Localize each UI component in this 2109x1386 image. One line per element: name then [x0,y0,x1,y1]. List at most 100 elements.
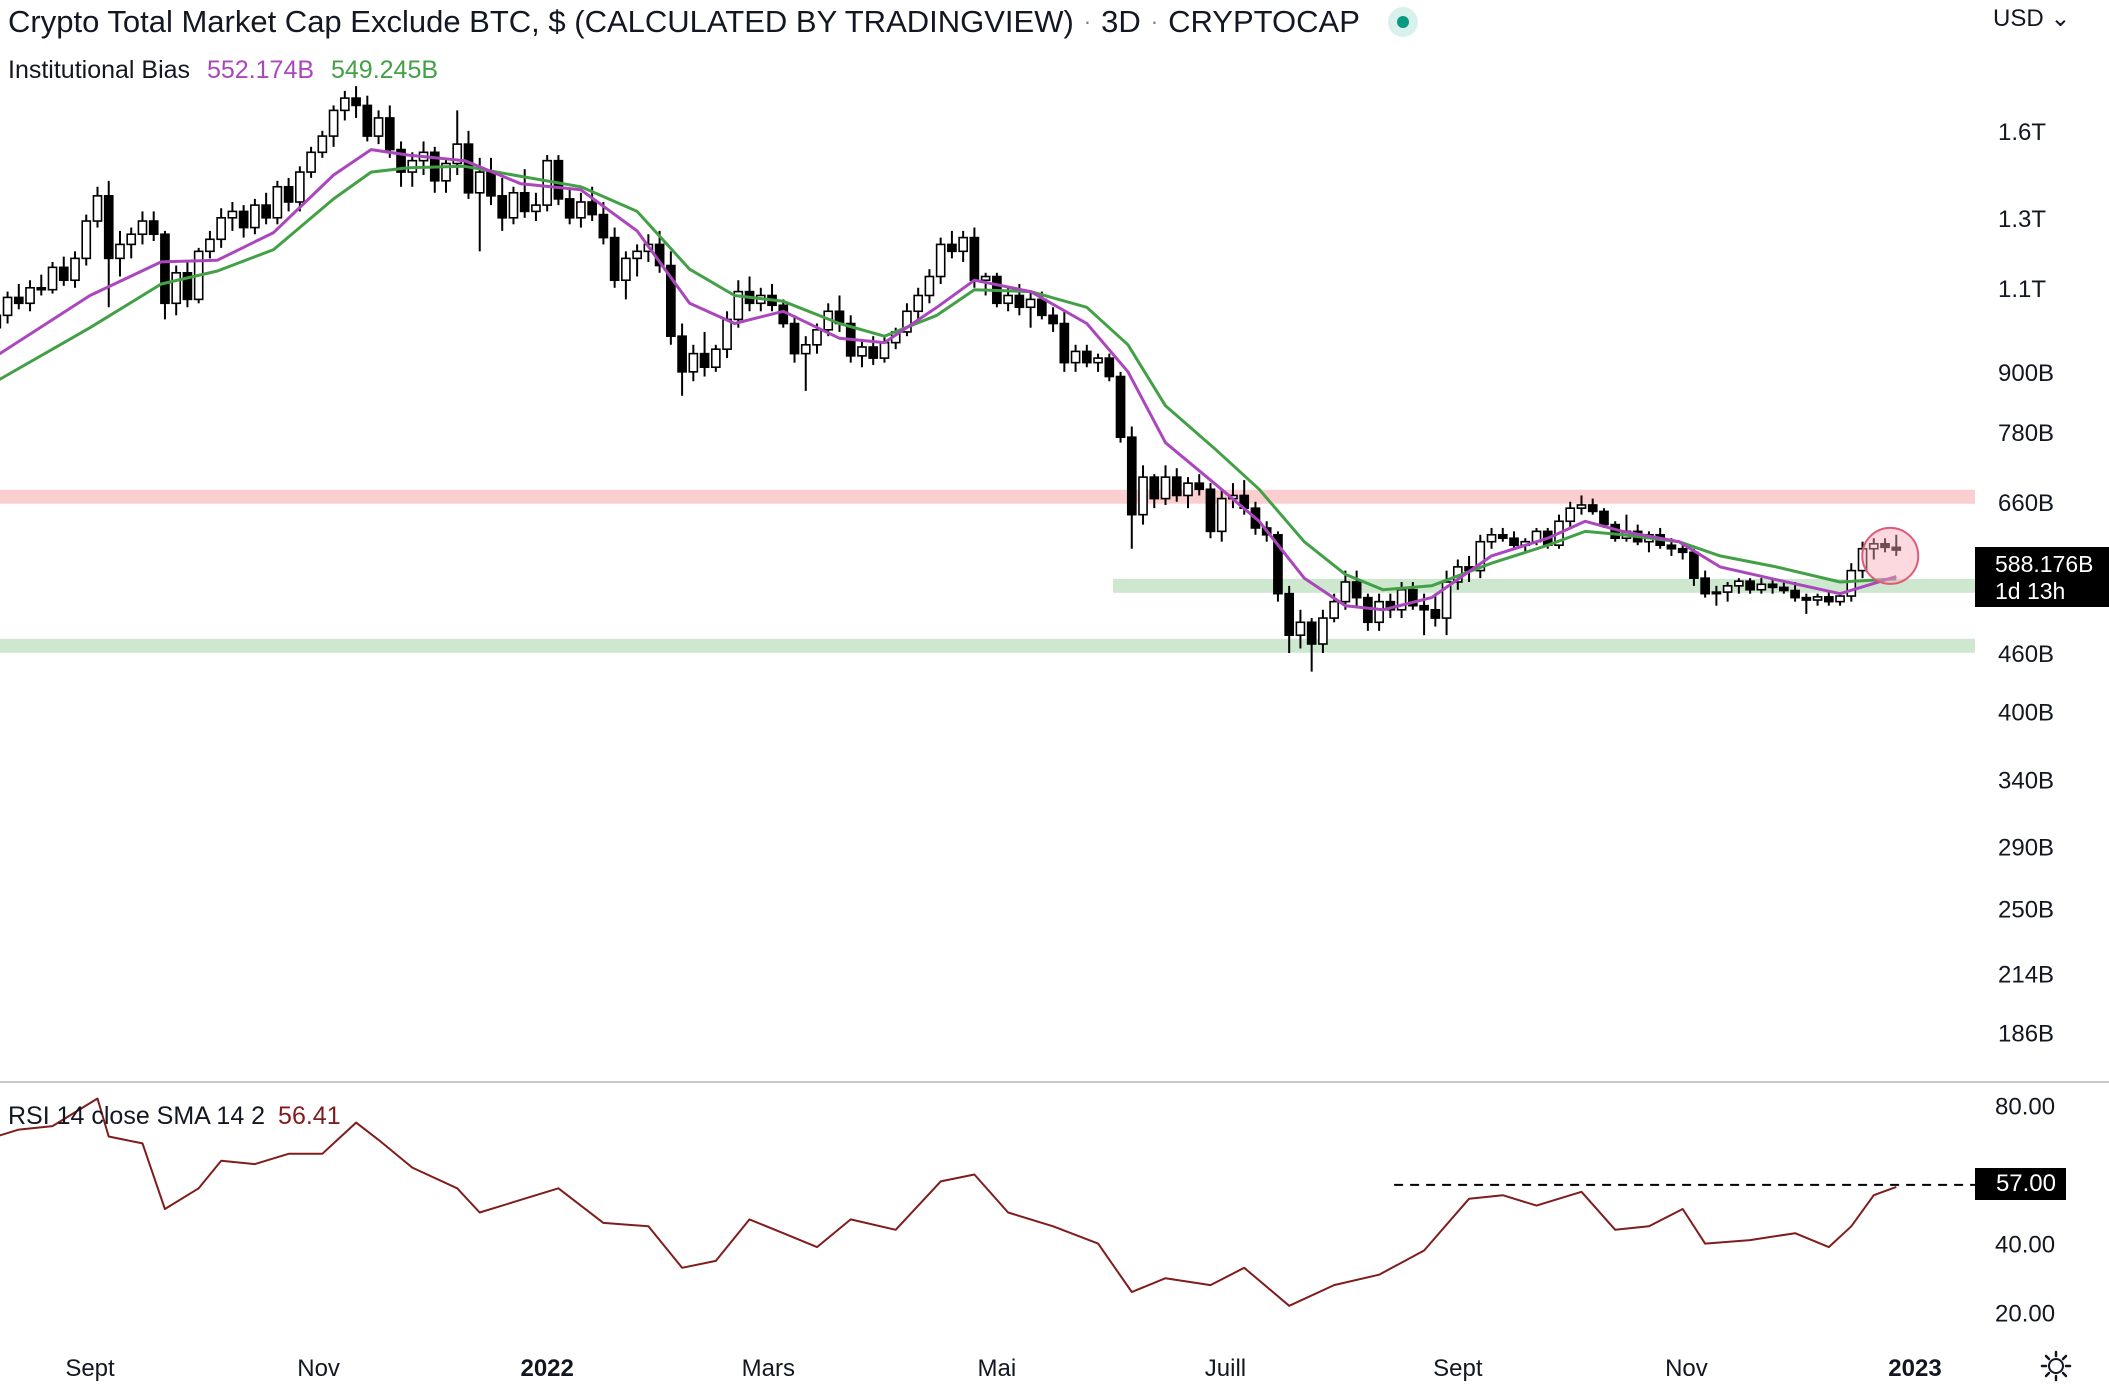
candle-body [1295,621,1306,636]
candle-body [857,346,867,357]
candle-body [13,296,24,305]
candle-body [879,341,890,359]
candle-body [373,117,384,137]
candle [1565,501,1576,528]
gear-icon[interactable] [2040,1350,2072,1382]
candle-body [1846,569,1857,597]
candle-body [261,204,271,219]
candle-body [1441,581,1452,619]
candle [688,344,699,382]
candle-body [1734,580,1744,587]
candle [913,287,924,320]
candle-body [1318,617,1328,645]
candle-body [58,266,69,282]
candle [238,205,249,238]
candle-body [1745,580,1755,591]
candle-body [1677,547,1688,554]
candle-body [1711,591,1722,595]
candle-body [564,198,575,219]
candles-group [0,86,1902,672]
candle [1306,618,1317,672]
candle [947,230,957,259]
candle-body [1835,595,1845,603]
candle [497,177,508,231]
candle [1104,353,1115,382]
candle-body [1171,476,1182,497]
candle-body [778,304,789,325]
candle [1621,514,1632,542]
price-tick-label: 1.6T [1998,119,2046,146]
price-tick-label: 900B [1998,360,2054,387]
candle [1891,534,1902,556]
candle [1363,593,1373,631]
indicator-legend[interactable]: Institutional Bias 552.174B 549.245B [8,56,448,85]
price-tick-label: 460B [1998,641,2054,668]
candle-body [1351,581,1362,599]
candle-body [1183,482,1193,497]
candle [1194,474,1205,496]
candle-body [677,335,687,373]
candle-body [306,151,316,173]
candle [317,130,328,158]
candle-body [598,213,609,239]
candle-body [1003,294,1013,305]
candle-body [81,220,92,260]
candle-body [1104,357,1115,378]
ema-fast-line [0,148,1897,612]
candle [160,230,170,320]
candle [1160,465,1171,505]
price-tick-label: 250B [1998,896,2054,923]
rsi-legend[interactable]: RSI 14 close SMA 14 2 56.41 [8,1102,347,1131]
candle [1745,578,1755,594]
candle-body [160,233,170,305]
candle [1812,593,1823,606]
price-tick-label: 400B [1998,700,2054,727]
candle-body [1284,592,1295,636]
rsi-tick-label: 80.00 [1995,1093,2055,1120]
candle [924,269,935,304]
rsi-tick-label: 40.00 [1995,1232,2055,1259]
candle [508,186,519,225]
candle-body [1689,551,1699,579]
candle-body [452,143,463,165]
candle-body [1014,294,1025,309]
price-tick-label: 340B [1998,768,2054,795]
candle-body [1722,585,1733,593]
candle [1093,353,1103,372]
candle-body [609,236,620,282]
candle [216,208,227,248]
time-tick-label: 2023 [1888,1355,1941,1382]
candle [373,110,384,145]
candle-body [1194,482,1205,491]
candle [351,86,361,118]
candle-body [1891,546,1902,551]
symbol-title[interactable]: Crypto Total Market Cap Exclude BTC, $ (… [8,4,1074,39]
candle [429,146,440,193]
candle-body [868,346,879,359]
candle [902,303,912,337]
currency-selector[interactable]: USD ⌄ [1993,4,2070,33]
separator-dot: · [1083,9,1092,34]
candle [250,198,260,235]
market-status-icon[interactable] [1387,7,1418,37]
candle-body [1407,588,1418,607]
candle-body [25,286,35,305]
candle [92,186,103,228]
candle-body [126,233,137,246]
candle-body [1419,604,1429,611]
candle-body [632,250,642,260]
separator-dot: · [1150,9,1159,34]
candle-body [1374,600,1384,624]
chart-header: Crypto Total Market Cap Exclude BTC, $ (… [8,4,1418,40]
candle [553,155,564,206]
candle-body [1340,581,1351,603]
candle [13,283,24,310]
candle [1497,527,1508,542]
candle [137,211,148,245]
candle [126,227,137,259]
timeframe-label[interactable]: 3D [1101,4,1141,39]
indicator-name: Institutional Bias [8,56,191,84]
time-tick-label: Nov [297,1355,340,1382]
candle-body [295,171,305,203]
